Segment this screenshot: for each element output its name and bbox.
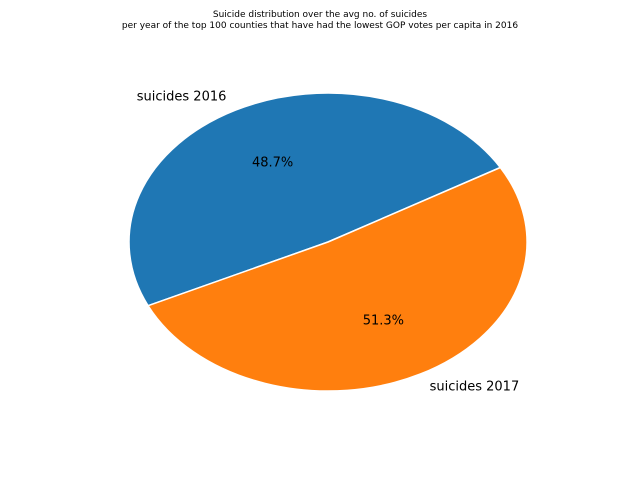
pie-slice-2 bbox=[147, 166, 528, 392]
slice-label-2: suicides 2017 bbox=[430, 380, 520, 395]
slice-percent-1: 48.7% bbox=[252, 155, 293, 170]
pie-slice-1 bbox=[128, 92, 502, 307]
chart-title-line-2: per year of the top 100 counties that ha… bbox=[122, 21, 518, 31]
slice-percent-2: 51.3% bbox=[363, 314, 404, 329]
chart-title-line-1: Suicide distribution over the avg no. of… bbox=[213, 10, 428, 20]
pie-slices bbox=[128, 92, 528, 392]
pie-labels: suicides 2016 48.7% suicides 2017 51.3% bbox=[137, 89, 519, 394]
slice-label-1: suicides 2016 bbox=[137, 89, 227, 104]
